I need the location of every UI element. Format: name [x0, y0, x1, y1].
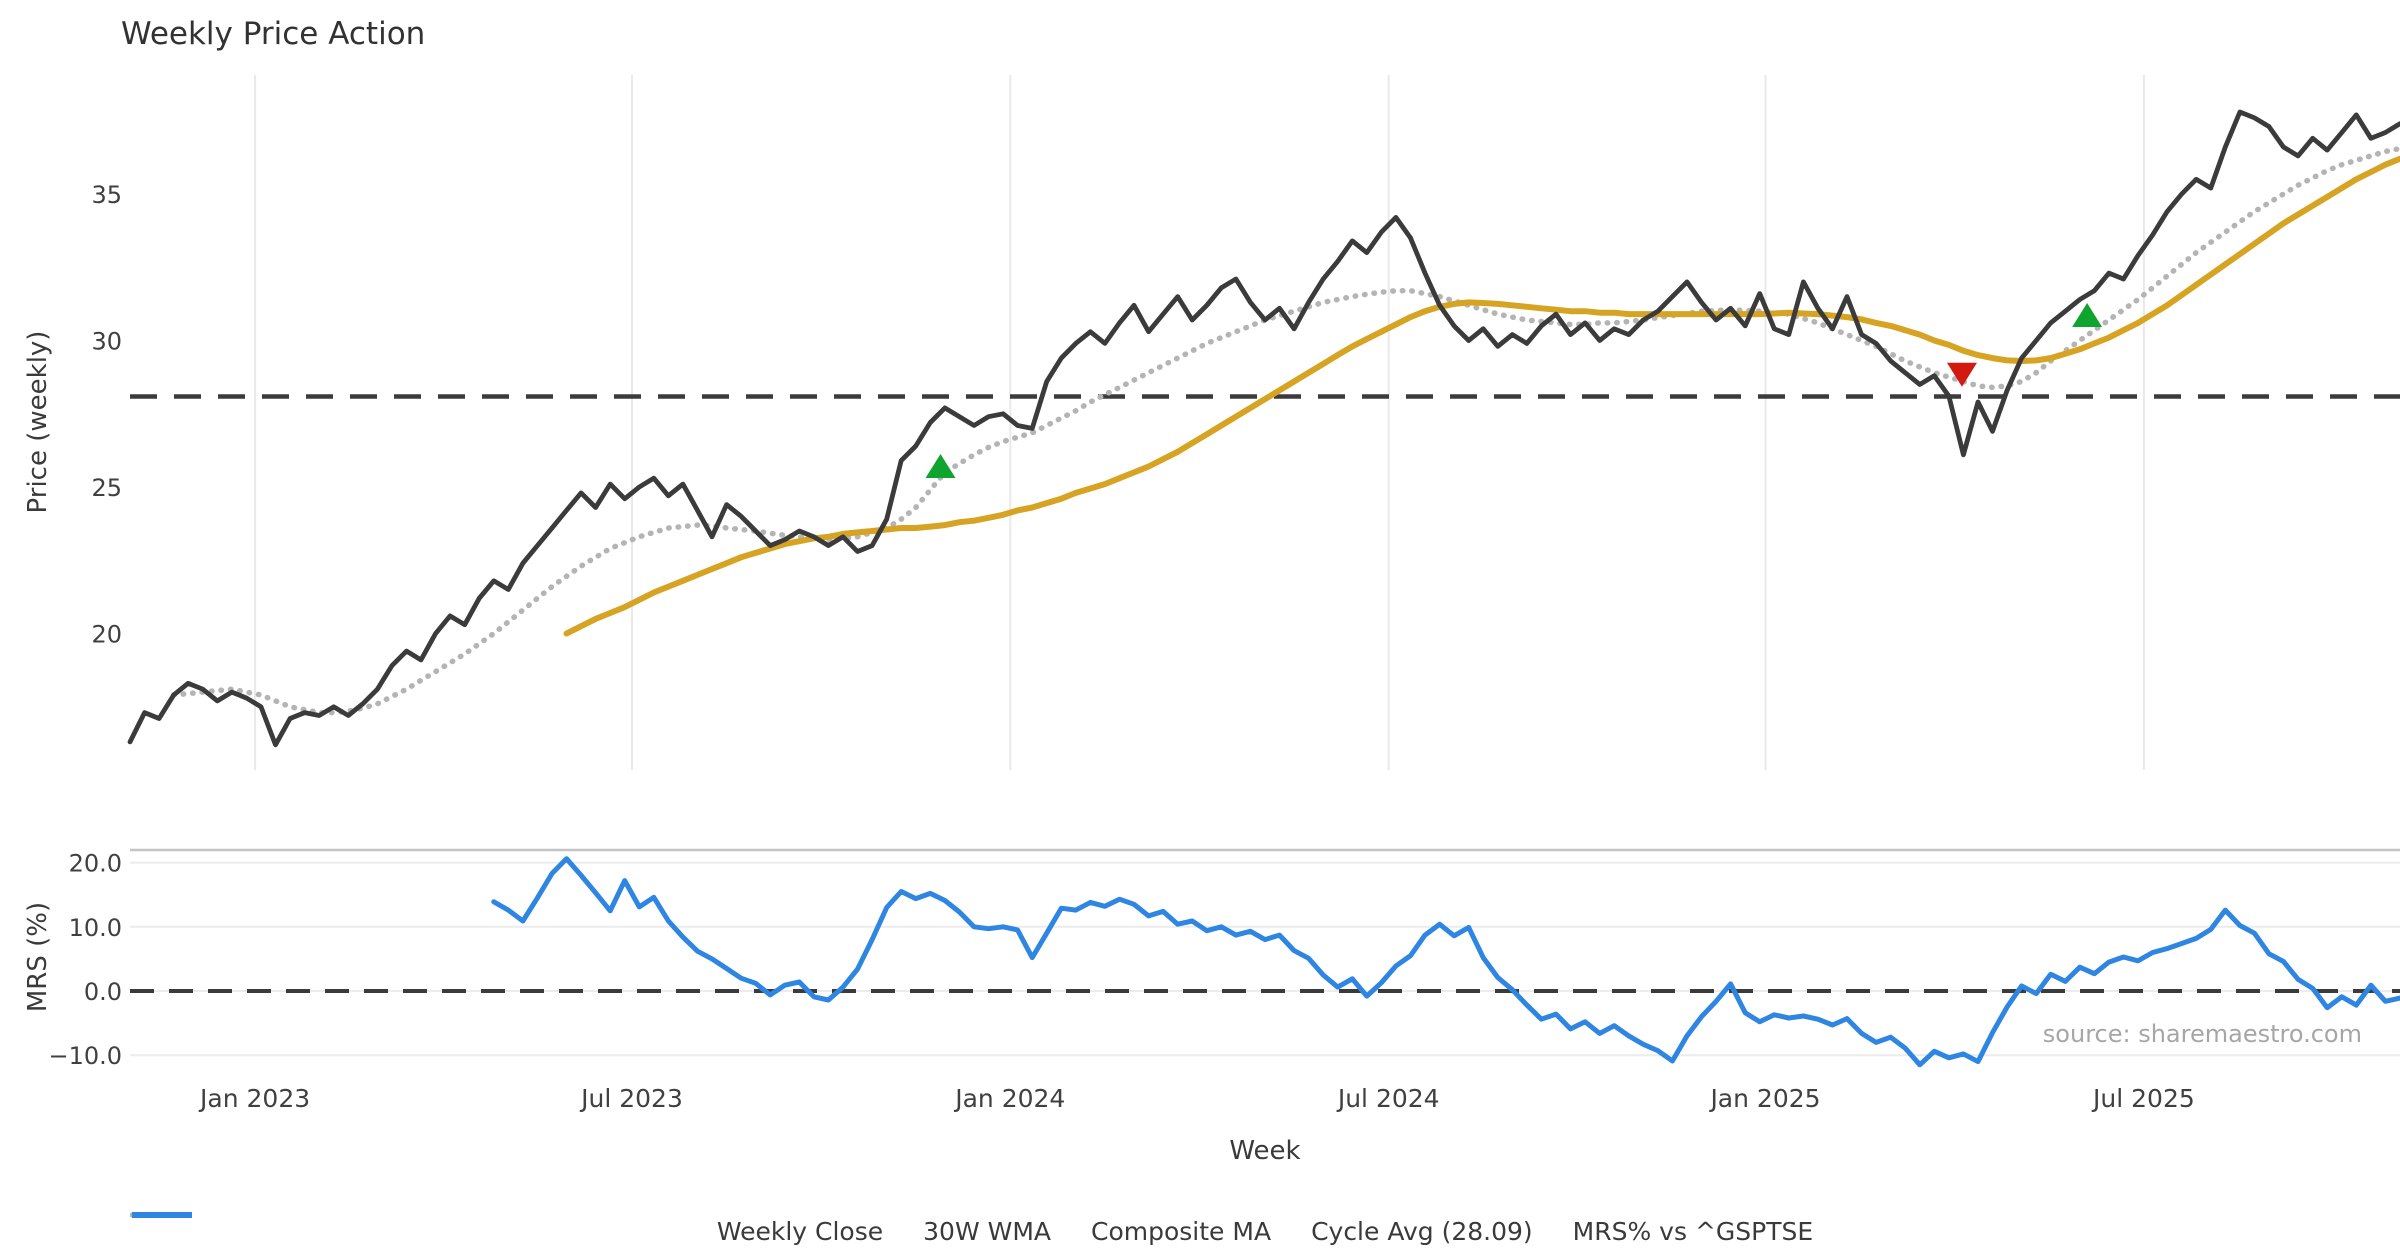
- price-tick-label: 30: [91, 328, 122, 356]
- legend-label: Composite MA: [1091, 1216, 1272, 1246]
- wma-line: [563, 155, 2400, 637]
- mrs-line: [491, 856, 2400, 1068]
- source-note: source: sharemaestro.com: [2043, 1020, 2362, 1048]
- x-tick-label: Jan 2025: [1708, 1084, 1820, 1113]
- price-axis-label: Price (weekly): [23, 331, 53, 514]
- x-tick-label: Jan 2024: [953, 1084, 1065, 1113]
- x-tick-label: Jan 2023: [198, 1084, 310, 1113]
- legend-item-mrs-vs-gsptse: MRS% vs ^GSPTSE: [132, 1212, 1814, 1246]
- x-tick-label: Jul 2024: [1336, 1084, 1440, 1113]
- legend: Weekly Close 30W WMA Composite MA Cycle Avg…: [130, 1209, 2400, 1253]
- mrs-tick-label: 0.0: [84, 978, 122, 1006]
- legend-label: Cycle Avg (28.09): [1311, 1216, 1533, 1246]
- signal-markers: [925, 303, 2103, 478]
- composite-ma-line: [170, 145, 2400, 716]
- legend-label: Weekly Close: [716, 1216, 884, 1246]
- mrs-tick-label: 10.0: [69, 914, 122, 942]
- x-axis-label: Week: [1229, 1136, 1300, 1166]
- data-series: [127, 109, 2400, 1068]
- mrs-axis-label: MRS (%): [23, 902, 53, 1012]
- legend-item-weekly-close: Weekly Close: [132, 1212, 884, 1246]
- gridlines: [130, 75, 2400, 1057]
- mrs-tick-label: 20.0: [69, 850, 122, 878]
- x-tick-label: Jul 2025: [2091, 1084, 2195, 1113]
- legend-label: 30W WMA: [923, 1216, 1052, 1246]
- legend-item-cycle-avg-28-09-: Cycle Avg (28.09): [132, 1212, 1533, 1246]
- legend-label: MRS% vs ^GSPTSE: [1572, 1216, 1814, 1246]
- chart-title: Weekly Price Action: [121, 16, 425, 52]
- legend-item-composite-ma: Composite MA: [130, 1212, 1272, 1246]
- x-tick-label: Jul 2023: [579, 1084, 683, 1113]
- mrs-tick-label: −10.0: [48, 1042, 122, 1070]
- tick-labels: Jan 2023 Jul 2023 Jan 2024 Jul 2024 Jan 2025…: [48, 181, 2194, 1113]
- weekly-close-line: [127, 109, 2400, 748]
- reference-lines: [130, 394, 2400, 993]
- price-tick-label: 25: [91, 474, 122, 502]
- legend-swatch-icon: [132, 1212, 192, 1218]
- buy-signal-icon: [2072, 303, 2103, 328]
- price-tick-label: 20: [91, 621, 122, 649]
- legend-item-30w-wma: 30W WMA: [132, 1212, 1052, 1246]
- buy-signal-icon: [925, 453, 956, 478]
- sell-signal-icon: [1946, 362, 1977, 387]
- price-tick-label: 35: [91, 181, 122, 209]
